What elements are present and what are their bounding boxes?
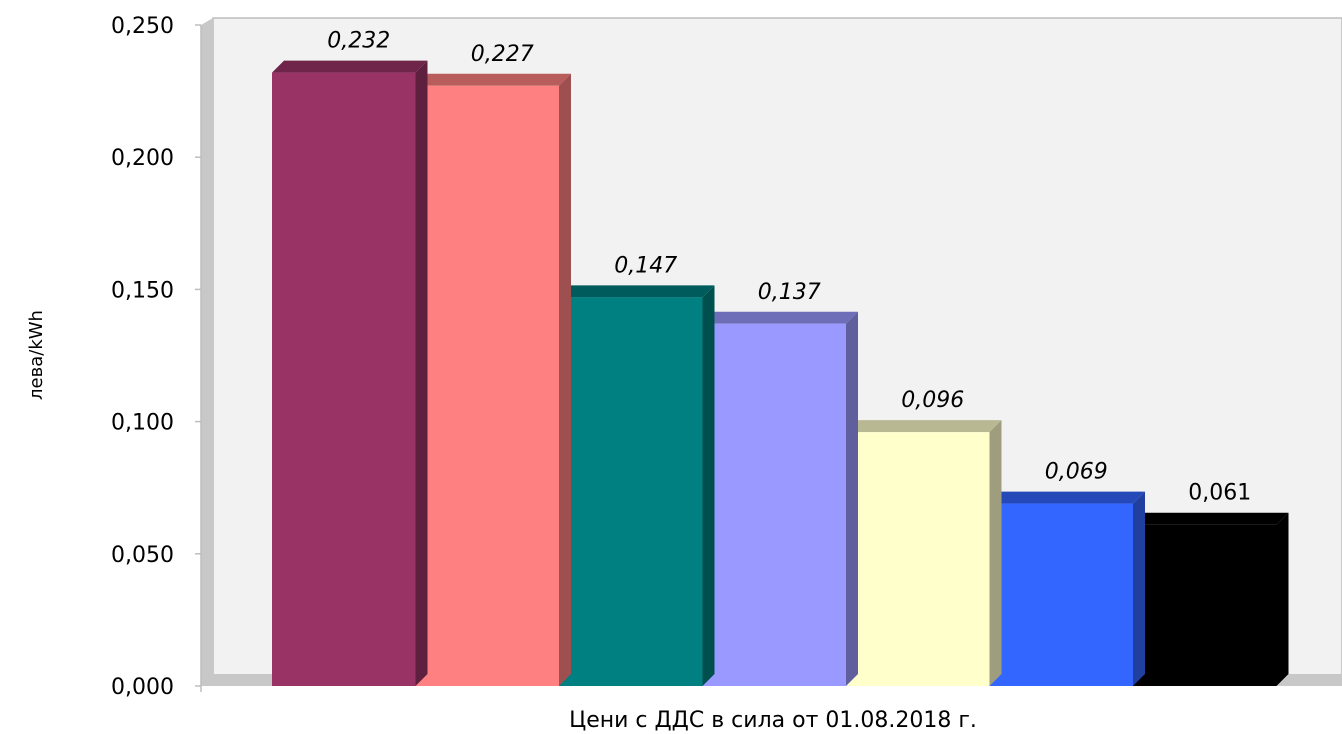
data-label: 0,232 (327, 29, 390, 54)
bar-front (989, 503, 1133, 686)
data-label: 0,069 (1045, 460, 1108, 485)
bar-side (1133, 491, 1145, 686)
bar-front (559, 297, 703, 686)
y-axis-title: лева/kWh (26, 310, 47, 400)
y-tick-label: 0,050 (111, 543, 174, 568)
bar-front (415, 85, 559, 686)
y-tick-label: 0,100 (111, 411, 174, 436)
bar-side (1276, 512, 1289, 686)
y-tick-label: 0,000 (111, 675, 174, 700)
bar-front (702, 323, 846, 686)
bar-top (272, 60, 428, 73)
bar (415, 73, 571, 686)
bar-side (989, 420, 1002, 686)
bar-side (846, 311, 858, 686)
bar-top (702, 311, 858, 324)
data-labels: 0,232 0,227 0,147 0,137 0,096 0,069 0,061 (327, 29, 1251, 506)
data-label: 0,137 (758, 280, 821, 305)
y-tick-label: 0,150 (111, 278, 174, 303)
data-label: 0,147 (614, 253, 677, 278)
bar (702, 311, 858, 686)
bar (559, 285, 715, 686)
bar-top (559, 285, 715, 298)
bar-front (272, 72, 416, 687)
bar (272, 60, 428, 687)
bar (846, 420, 1002, 686)
bar-front (1133, 524, 1277, 686)
y-tick-label: 0,250 (111, 14, 174, 39)
bar-top (846, 420, 1002, 433)
data-label: 0,061 (1188, 481, 1251, 506)
bar-front (846, 432, 990, 686)
data-label: 0,096 (901, 388, 964, 413)
data-label: 0,227 (471, 42, 534, 67)
bar (1133, 512, 1289, 686)
bar-top (989, 491, 1145, 504)
side-wall (201, 18, 213, 686)
bar-side (702, 285, 715, 686)
bar-side (559, 73, 571, 686)
x-axis-title: Цени с ДДС в сила от 01.08.2018 г. (569, 708, 977, 733)
y-axis: 0,000 0,050 0,100 0,150 0,200 0,250 (111, 14, 202, 700)
bar-top (415, 73, 571, 86)
bar-side (415, 60, 428, 687)
bar (989, 491, 1145, 686)
bars (272, 60, 1289, 687)
y-tick-label: 0,200 (111, 146, 174, 171)
bar-top (1133, 512, 1289, 525)
